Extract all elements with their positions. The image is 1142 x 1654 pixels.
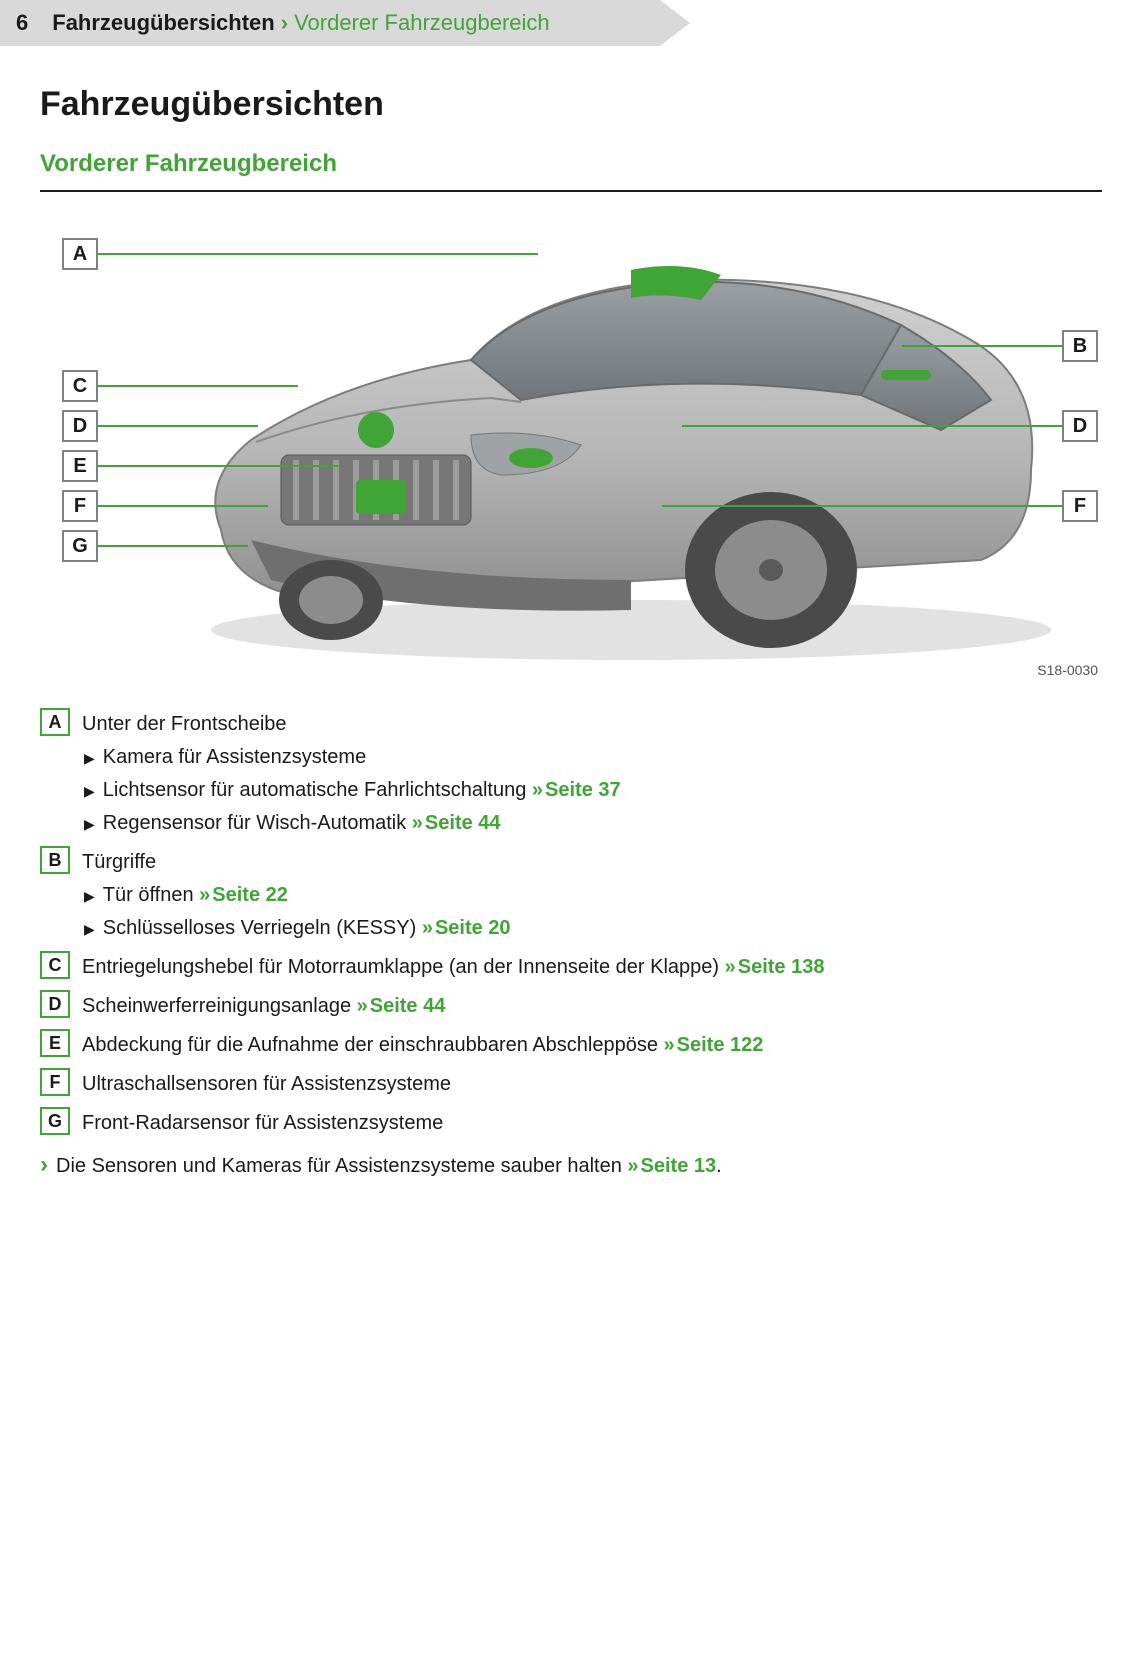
callout-lead bbox=[98, 465, 338, 467]
legend-item-a: A Unter der Frontscheibe bbox=[40, 708, 1102, 739]
legend-sub-item: ▶Lichtsensor für automatische Fahrlichts… bbox=[84, 776, 1102, 805]
callout-lead bbox=[98, 425, 258, 427]
callout-label-d-right: D bbox=[1062, 410, 1098, 442]
page-link[interactable]: »Seite 22 bbox=[199, 884, 288, 906]
callout-label-a: A bbox=[62, 238, 98, 270]
chevron-right-icon: › bbox=[281, 7, 288, 39]
page-link[interactable]: »Seite 122 bbox=[664, 1034, 764, 1056]
section-title: Vorderer Fahrzeugbereich bbox=[40, 147, 1102, 192]
callout-lead bbox=[98, 385, 298, 387]
legend-key: G bbox=[40, 1107, 70, 1135]
legend-item-g: G Front-Radarsensor für Assistenzsysteme bbox=[40, 1107, 1102, 1138]
callout-lead bbox=[682, 425, 1062, 427]
legend-sub-item: ▶Regensensor für Wisch-Automatik »Seite … bbox=[84, 809, 1102, 838]
legend-item-e: E Abdeckung für die Aufnahme der einschr… bbox=[40, 1029, 1102, 1060]
legend-key: D bbox=[40, 990, 70, 1018]
legend-item-d: D Scheinwerferreinigungsanlage »Seite 44 bbox=[40, 990, 1102, 1021]
page-title: Fahrzeugübersichten bbox=[40, 80, 1102, 129]
legend-key: A bbox=[40, 708, 70, 736]
triangle-icon: ▶ bbox=[84, 919, 95, 939]
callout-lead bbox=[98, 505, 268, 507]
triangle-icon: ▶ bbox=[84, 748, 95, 768]
breadcrumb-section: Fahrzeugübersichten bbox=[52, 7, 274, 39]
legend-text: Abdeckung für die Aufnahme der einschrau… bbox=[82, 1029, 1102, 1060]
legend-key: F bbox=[40, 1068, 70, 1096]
page-link[interactable]: »Seite 20 bbox=[422, 917, 511, 939]
page-link[interactable]: »Seite 44 bbox=[412, 812, 501, 834]
legend-sub-item: ▶Tür öffnen »Seite 22 bbox=[84, 881, 1102, 910]
callout-label-f-right: F bbox=[1062, 490, 1098, 522]
page-number: 6 bbox=[16, 7, 28, 39]
legend-text: Front-Radarsensor für Assistenzsysteme bbox=[82, 1107, 1102, 1138]
callout-lead bbox=[98, 545, 248, 547]
breadcrumb: 6 Fahrzeugübersichten › Vorderer Fahrzeu… bbox=[0, 0, 660, 46]
legend-key: B bbox=[40, 846, 70, 874]
callout-lead bbox=[98, 253, 538, 255]
legend-text: Ultraschallsensoren für Assistenzsysteme bbox=[82, 1068, 1102, 1099]
legend-text: Türgriffe bbox=[82, 846, 1102, 877]
triangle-icon: ▶ bbox=[84, 781, 95, 801]
callout-label-g: G bbox=[62, 530, 98, 562]
legend-key: C bbox=[40, 951, 70, 979]
triangle-icon: ▶ bbox=[84, 814, 95, 834]
figure-reference: S18-0030 bbox=[1037, 660, 1098, 680]
vehicle-diagram: A C D E F G B D F S18-0030 bbox=[40, 220, 1102, 680]
legend-text: Entriegelungshebel für Motorraumklappe (… bbox=[82, 951, 1102, 982]
callout-lead bbox=[662, 505, 1062, 507]
legend-text: Scheinwerferreinigungsanlage »Seite 44 bbox=[82, 990, 1102, 1021]
callout-label-c: C bbox=[62, 370, 98, 402]
triangle-icon: ▶ bbox=[84, 886, 95, 906]
callout-lead bbox=[902, 345, 1062, 347]
legend-key: E bbox=[40, 1029, 70, 1057]
legend-item-c: C Entriegelungshebel für Motorraumklappe… bbox=[40, 951, 1102, 982]
legend-sub-item: ▶Kamera für Assistenzsysteme bbox=[84, 743, 1102, 772]
page-link[interactable]: »Seite 44 bbox=[357, 995, 446, 1017]
callout-label-f-left: F bbox=[62, 490, 98, 522]
breadcrumb-subsection: Vorderer Fahrzeugbereich bbox=[294, 7, 550, 39]
legend-item-b: B Türgriffe bbox=[40, 846, 1102, 877]
footnote: › Die Sensoren und Kameras für Assistenz… bbox=[40, 1152, 1102, 1181]
legend-list: A Unter der Frontscheibe ▶Kamera für Ass… bbox=[40, 708, 1102, 1181]
legend-text: Unter der Frontscheibe bbox=[82, 708, 1102, 739]
page-link[interactable]: »Seite 13 bbox=[627, 1155, 716, 1177]
callout-label-e: E bbox=[62, 450, 98, 482]
chevron-right-icon: › bbox=[40, 1152, 48, 1178]
legend-item-f: F Ultraschallsensoren für Assistenzsyste… bbox=[40, 1068, 1102, 1099]
callout-label-d-left: D bbox=[62, 410, 98, 442]
page-link[interactable]: »Seite 138 bbox=[725, 956, 825, 978]
legend-sub-item: ▶Schlüsselloses Verriegeln (KESSY) »Seit… bbox=[84, 914, 1102, 943]
car-illustration bbox=[160, 230, 1062, 670]
page-link[interactable]: »Seite 37 bbox=[532, 779, 621, 801]
callout-label-b: B bbox=[1062, 330, 1098, 362]
